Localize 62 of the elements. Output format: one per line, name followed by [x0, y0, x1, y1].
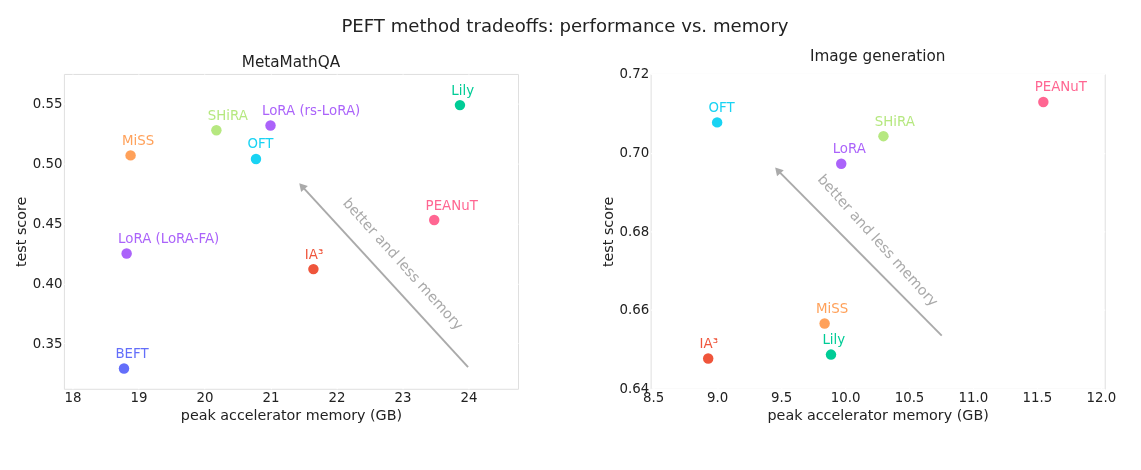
y-axis-title: test score	[599, 196, 616, 268]
series-label: Lily	[822, 332, 846, 348]
y-tick-label: 0.50	[32, 156, 63, 172]
x-tick-label: 11.0	[958, 389, 989, 405]
x-tick-label: 18	[64, 389, 82, 405]
y-tick-label: 0.55	[32, 96, 63, 112]
point	[125, 150, 136, 161]
point	[819, 318, 830, 329]
series-label: OFT	[708, 99, 736, 115]
point	[702, 353, 714, 364]
point	[428, 214, 440, 226]
point	[454, 99, 466, 111]
x-tick-label: 9.5	[770, 389, 793, 405]
x-tick-label: 23	[394, 389, 412, 405]
series-label: MiSS	[816, 300, 849, 316]
series-label: OFT	[247, 136, 275, 152]
x-tick-label: 9.0	[707, 389, 729, 405]
point	[1038, 96, 1049, 108]
point	[836, 158, 847, 169]
x-tick-label: 24	[460, 389, 478, 405]
y-tick-label: 0.72	[619, 66, 650, 82]
series-label: SHiRA	[207, 107, 249, 123]
x-tick-label: 22	[328, 389, 346, 405]
y-tick-label: 0.35	[32, 335, 63, 351]
text: PEFT method tradeoffs: performance vs. memory	[341, 15, 789, 37]
y-tick-label: 0.45	[32, 215, 63, 231]
x-tick-label: 12.0	[1086, 389, 1117, 405]
point	[308, 263, 319, 275]
x-tick-label: 20	[196, 389, 214, 405]
series-label: SHiRA	[874, 113, 916, 129]
point	[265, 120, 276, 131]
point	[825, 349, 837, 360]
point	[878, 130, 889, 142]
y-tick-label: 0.70	[619, 144, 650, 160]
x-axis-title: peak accelerator memory (GB)	[767, 406, 989, 423]
x-axis-title: peak accelerator memory (GB)	[180, 406, 403, 423]
series-label: PEANuT	[425, 197, 479, 213]
series-label: PEANuT	[1034, 79, 1088, 95]
x-tick-label: 19	[130, 389, 148, 405]
point	[250, 153, 262, 165]
chart-title: Image generation	[809, 46, 946, 65]
x-tick-label: 10.0	[830, 389, 861, 405]
point	[211, 125, 222, 136]
y-tick-label: 0.66	[619, 302, 650, 318]
x-tick-label: 10.5	[894, 389, 925, 405]
series-label: LoRA (rs-LoRA)	[261, 102, 361, 118]
x-tick-label: 21	[262, 389, 280, 405]
x-tick-label: 11.5	[1022, 389, 1053, 405]
series-label: LoRA (LoRA-FA)	[118, 231, 220, 247]
series-label: IA³	[304, 246, 324, 262]
series-label: LoRA	[832, 141, 867, 157]
y-axis-title: test score	[13, 196, 30, 268]
point	[121, 248, 132, 259]
series-label: MiSS	[122, 132, 155, 148]
point	[118, 363, 130, 374]
series-label: BEFT	[115, 345, 150, 361]
y-tick-label: 0.40	[32, 275, 63, 291]
chart-title: MetaMathQA	[241, 53, 341, 72]
y-tick-label: 0.68	[619, 223, 650, 239]
point	[711, 117, 723, 128]
series-label: Lily	[451, 82, 475, 98]
series-label: IA³	[699, 336, 719, 352]
